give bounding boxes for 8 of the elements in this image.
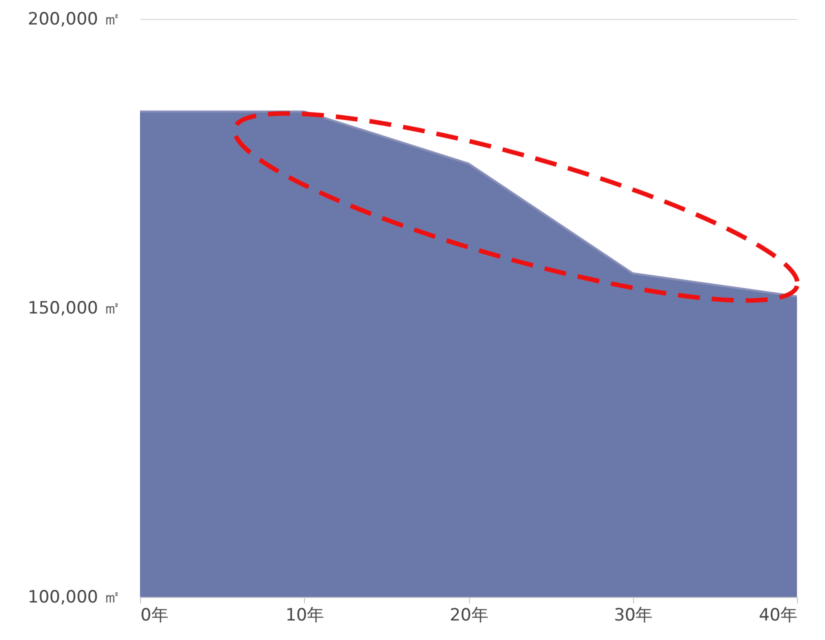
y-tick-label: 150,000 ㎡ bbox=[28, 298, 120, 318]
x-tick-label: 40年 bbox=[758, 606, 798, 626]
x-tick-label: 10年 bbox=[285, 606, 324, 626]
x-tick-label: 30年 bbox=[614, 606, 653, 626]
x-tick-label: 0年 bbox=[140, 606, 168, 626]
x-tick-label: 20年 bbox=[450, 606, 488, 626]
y-tick-label: 200,000 ㎡ bbox=[28, 10, 120, 30]
y-tick-label: 100,000 ㎡ bbox=[28, 588, 120, 608]
